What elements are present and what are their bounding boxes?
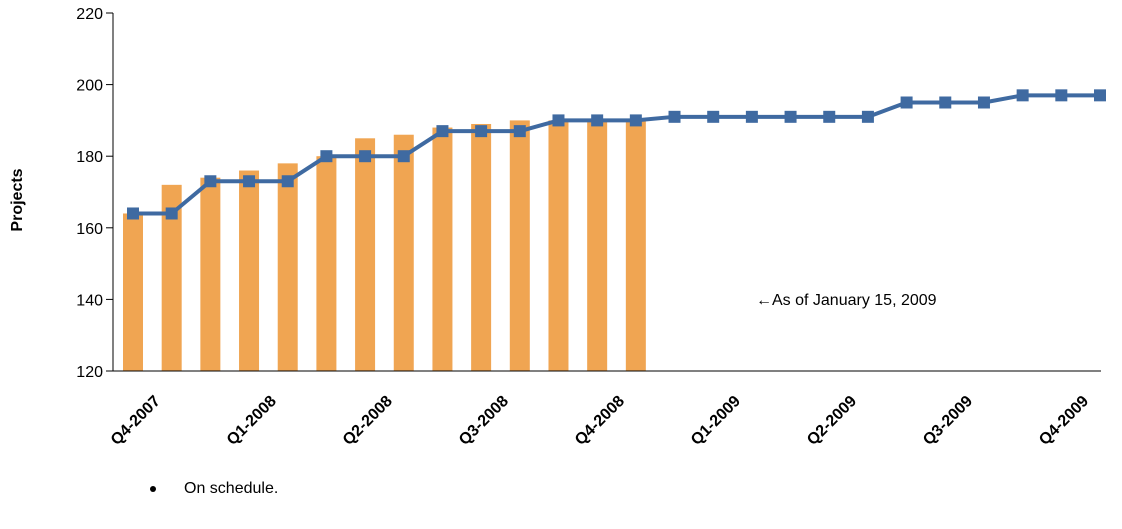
y-tick-label-200: 200 bbox=[76, 78, 103, 95]
bullet-note: On schedule. bbox=[150, 480, 278, 498]
line-marker-20 bbox=[900, 96, 913, 109]
bar-4 bbox=[277, 163, 298, 371]
chart: 120 140 160 180 200 220 Q4-2007 Q1-2008 Q2-2008 Q… bbox=[9, 6, 1106, 449]
x-tick-label-Q3-2008: Q3-2008 bbox=[456, 393, 512, 449]
line-marker-25 bbox=[1094, 89, 1106, 102]
y-tick-label-120: 120 bbox=[76, 364, 103, 381]
line-marker-0 bbox=[127, 207, 139, 220]
line-marker-13 bbox=[629, 114, 642, 127]
bar-13 bbox=[625, 120, 646, 372]
bar-2 bbox=[200, 177, 221, 371]
line-marker-11 bbox=[552, 114, 565, 127]
bar-11 bbox=[548, 120, 569, 372]
bullet-icon bbox=[150, 486, 156, 492]
line-marker-22 bbox=[977, 96, 990, 109]
bar-series bbox=[123, 120, 646, 372]
bar-9 bbox=[471, 123, 492, 371]
y-tick-label-160: 160 bbox=[76, 221, 103, 238]
line-marker-23 bbox=[1016, 89, 1029, 102]
line-marker-7 bbox=[397, 150, 410, 163]
y-tick-label-180: 180 bbox=[76, 149, 103, 166]
bar-12 bbox=[587, 120, 608, 372]
bar-3 bbox=[239, 170, 260, 371]
line-marker-12 bbox=[591, 114, 604, 127]
line-marker-4 bbox=[281, 175, 294, 188]
line-marker-24 bbox=[1055, 89, 1068, 102]
x-tick-label-Q4-2009: Q4-2009 bbox=[1036, 393, 1092, 449]
line-marker-6 bbox=[359, 150, 372, 163]
line-marker-2 bbox=[204, 175, 217, 188]
annotation-as-of-date: ←As of January 15, 2009 bbox=[756, 292, 937, 309]
x-tick-label-Q3-2009: Q3-2009 bbox=[920, 393, 976, 449]
line-marker-5 bbox=[320, 150, 333, 163]
bar-1 bbox=[161, 184, 182, 371]
line-marker-1 bbox=[165, 207, 178, 220]
y-tick-label-220: 220 bbox=[76, 6, 103, 23]
x-tick-label-Q2-2008: Q2-2008 bbox=[340, 393, 396, 449]
bar-8 bbox=[432, 127, 453, 371]
y-tick-label-140: 140 bbox=[76, 292, 103, 309]
y-axis-label: Projects bbox=[9, 168, 26, 231]
bar-7 bbox=[393, 134, 414, 371]
line-marker-8 bbox=[436, 125, 449, 138]
bullet-text: On schedule. bbox=[184, 480, 279, 497]
line-marker-14 bbox=[668, 110, 681, 123]
line-marker-21 bbox=[939, 96, 952, 109]
x-tick-label-Q4-2008: Q4-2008 bbox=[572, 393, 628, 449]
line-marker-16 bbox=[745, 110, 758, 123]
line-marker-17 bbox=[784, 110, 797, 123]
bar-5 bbox=[316, 156, 337, 371]
line-marker-9 bbox=[475, 125, 488, 138]
line-path bbox=[133, 93, 1100, 216]
line-marker-19 bbox=[861, 110, 874, 123]
line-marker-15 bbox=[707, 110, 720, 123]
x-tick-label-Q1-2009: Q1-2009 bbox=[688, 393, 744, 449]
line-marker-18 bbox=[823, 110, 836, 123]
x-tick-label-Q1-2008: Q1-2008 bbox=[224, 393, 280, 449]
line-series bbox=[127, 89, 1106, 220]
bar-6 bbox=[355, 138, 376, 371]
line-marker-3 bbox=[243, 175, 256, 188]
x-tick-label-Q2-2009: Q2-2009 bbox=[804, 393, 860, 449]
bar-0 bbox=[123, 213, 143, 371]
bar-10 bbox=[509, 120, 530, 372]
x-tick-label-Q4-2007: Q4-2007 bbox=[108, 393, 164, 449]
line-marker-10 bbox=[513, 125, 526, 138]
